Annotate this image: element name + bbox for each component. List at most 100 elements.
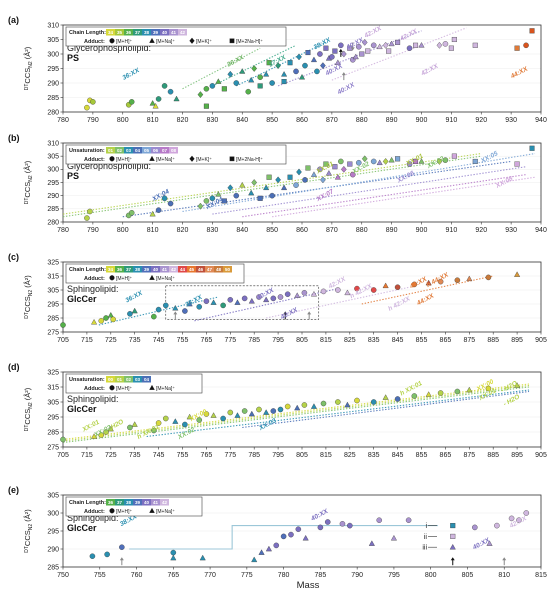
y-label-main: CCS	[23, 68, 32, 84]
data-point	[368, 540, 375, 546]
legend-adduct-marker	[149, 37, 155, 43]
legend-adduct-label: [M+Na]⁺	[156, 509, 175, 515]
data-point	[486, 540, 493, 546]
data-point	[370, 287, 377, 293]
legend-adduct-label: [M+K]⁺	[196, 39, 212, 45]
y-tick-label: 280	[47, 109, 59, 116]
y-label-unit: (Å²)	[23, 46, 32, 61]
data-point	[275, 62, 281, 69]
data-point	[91, 318, 98, 325]
legend-title: Chain Length:	[69, 30, 106, 36]
series-label: H2O	[110, 418, 125, 430]
legend-swatch-label: 37	[135, 30, 141, 35]
series-label: XX:02	[425, 155, 445, 170]
data-point	[197, 202, 204, 210]
data-point	[203, 198, 210, 204]
data-point	[340, 165, 347, 173]
data-point	[405, 517, 412, 523]
legend-swatch-label: 04	[135, 148, 141, 153]
connector-line	[129, 525, 439, 550]
x-tick-label: 880	[356, 117, 368, 124]
legend-adduct-title: Adduct:	[84, 276, 105, 282]
trend-line	[182, 47, 261, 90]
y-axis-label: DTCCSN2 (Å²)	[23, 387, 34, 431]
x-tick-label: 825	[344, 452, 356, 459]
arrow-head	[307, 311, 312, 315]
data-point	[406, 161, 413, 167]
y-tick-label: 295	[47, 180, 59, 187]
legend-adduct-marker	[149, 507, 155, 513]
series-label: h 44:XX	[425, 271, 450, 289]
data-point	[355, 159, 362, 166]
data-point	[359, 51, 365, 57]
panel-title-line1: Sphingolipid:	[67, 394, 119, 404]
x-tick-label: 845	[392, 337, 404, 344]
x-tick-label: 725	[105, 452, 117, 459]
data-point	[317, 166, 323, 173]
y-label-sub: N2	[28, 290, 34, 297]
x-tick-label: 725	[105, 337, 117, 344]
data-point	[436, 41, 443, 49]
data-point	[257, 74, 263, 80]
y-axis-label: DTCCSN2 (Å²)	[23, 46, 34, 90]
data-point	[448, 45, 454, 51]
data-point	[233, 192, 240, 199]
legend-swatch-label: 02	[126, 377, 132, 382]
legend-adduct-marker	[109, 275, 115, 281]
x-tick-label: 920	[475, 117, 487, 124]
legend-swatch	[160, 147, 169, 154]
x-tick-label: 835	[368, 337, 380, 344]
x-tick-label: 885	[487, 337, 499, 344]
legend-title: Unsaturation:	[69, 377, 105, 383]
data-point	[323, 161, 329, 167]
data-point	[251, 65, 258, 72]
panel-label: (b)	[8, 133, 20, 143]
x-tick-label: 905	[535, 452, 547, 459]
trend-line	[236, 41, 327, 87]
data-point	[301, 402, 308, 408]
legend-swatch-label: 39	[153, 30, 159, 35]
x-tick-label: 890	[386, 117, 398, 124]
data-point	[390, 534, 397, 541]
legend-swatch-label: 36	[126, 30, 132, 35]
data-point	[317, 524, 324, 531]
legend-box	[65, 373, 203, 394]
data-point	[251, 556, 258, 563]
series-label: XX:05	[479, 150, 499, 165]
data-point	[529, 145, 535, 151]
x-tick-label: 860	[296, 227, 308, 234]
data-point	[199, 554, 206, 561]
legend-swatch	[169, 29, 178, 36]
data-point	[258, 549, 265, 555]
legend-swatch	[160, 499, 169, 506]
legend-swatch-label: 02	[117, 148, 123, 153]
data-point	[514, 45, 520, 51]
x-tick-label: 715	[81, 452, 93, 459]
x-tick-label: 940	[535, 117, 547, 124]
x-tick-label: 790	[87, 117, 99, 124]
legend-swatch-label: 03	[126, 148, 132, 153]
x-tick-label: 780	[57, 227, 69, 234]
legend-swatch-label: 40	[162, 30, 168, 35]
legend-adduct-label: [M+Na]⁺	[156, 39, 175, 45]
marker-label: iii	[422, 545, 427, 552]
x-tick-label: 905	[535, 337, 547, 344]
data-point	[287, 60, 293, 66]
legend-adduct-marker	[149, 155, 155, 161]
legend-swatch	[115, 266, 124, 273]
data-point	[355, 43, 362, 50]
series-label: 42:XX	[362, 25, 383, 40]
data-point	[248, 76, 255, 83]
series-label: 42:XX	[419, 62, 440, 77]
arrow-head	[173, 311, 178, 315]
data-point	[110, 316, 116, 323]
y-tick-label: 285	[47, 429, 59, 436]
data-point	[288, 531, 294, 538]
data-point	[437, 390, 444, 396]
data-point	[376, 43, 383, 50]
panel-label: (d)	[8, 362, 20, 372]
arrow-head	[450, 557, 455, 561]
panel-2: 705 715 725 735 745 755 765 775 785 795 805 815 825 8…	[8, 252, 547, 344]
data-point	[220, 302, 226, 309]
data-point	[248, 297, 255, 304]
